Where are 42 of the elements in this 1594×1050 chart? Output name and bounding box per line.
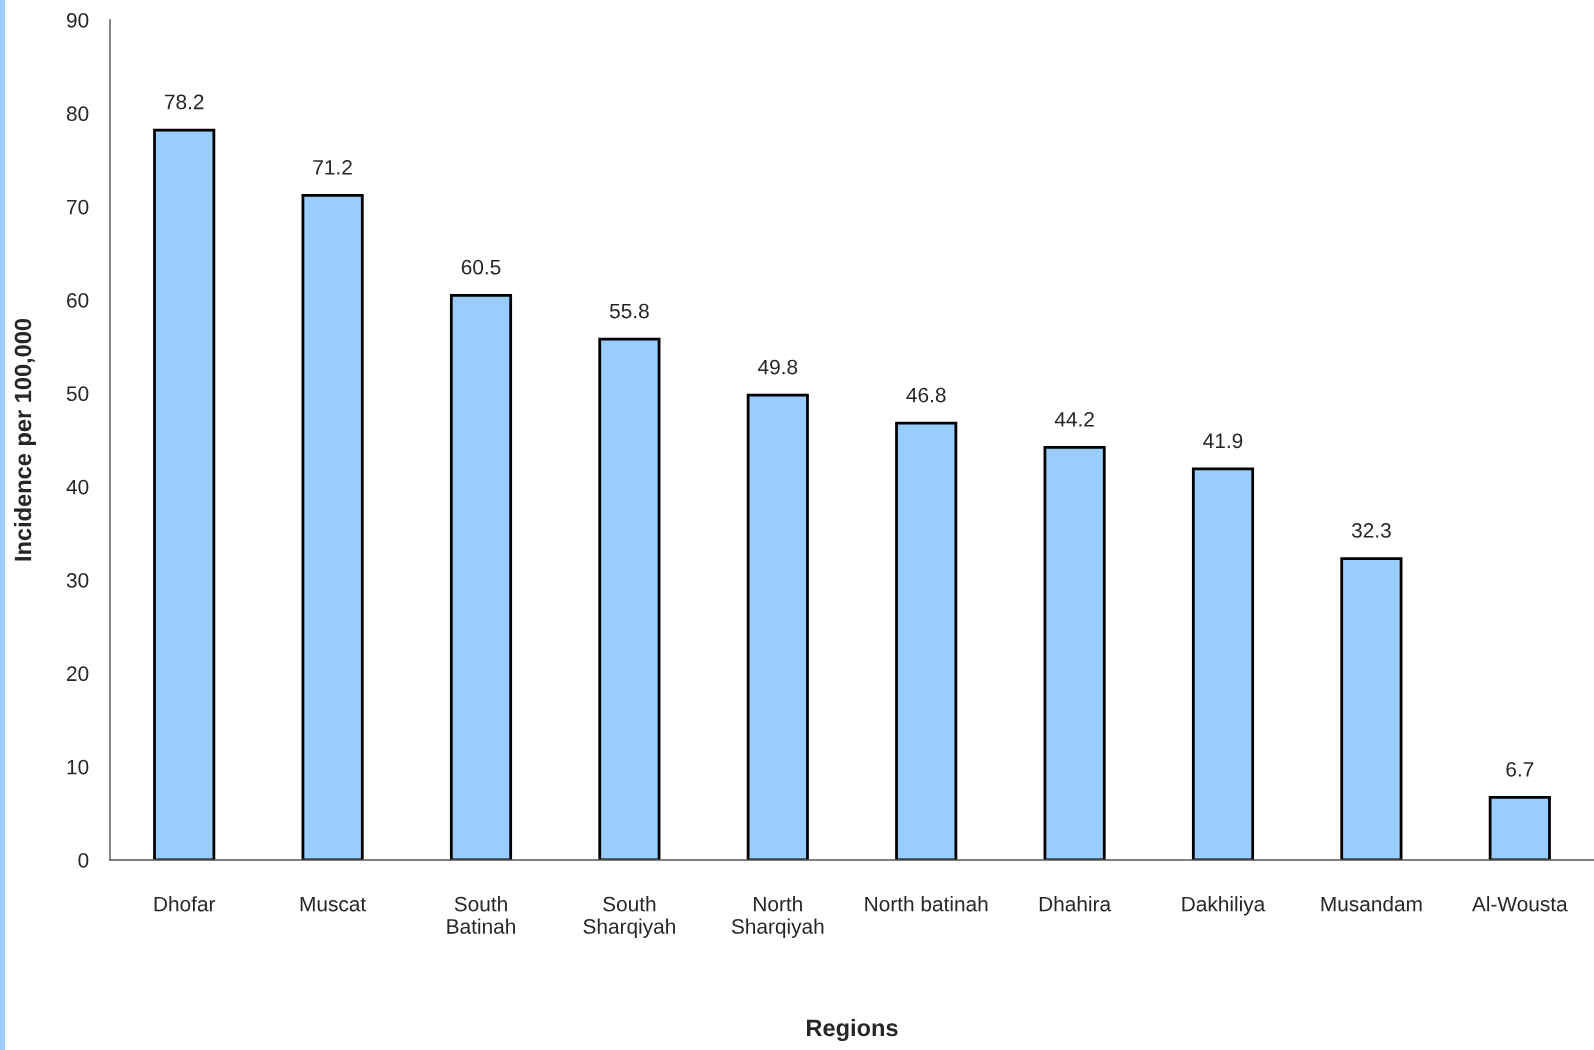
y-tick-label: 60 xyxy=(67,293,89,308)
x-tick-label: South Sharqiyah xyxy=(583,896,675,938)
y-tick-label: 40 xyxy=(66,479,89,495)
y-axis-title: Incidence per 100,000 xyxy=(14,318,36,561)
bar xyxy=(449,293,513,860)
y-tick-label: 10 xyxy=(67,759,89,775)
x-tick-label: Dhofar xyxy=(154,896,216,912)
data-label: 44.2 xyxy=(1054,411,1094,427)
data-label: 41.9 xyxy=(1203,433,1243,449)
x-tick-label: South Batinah xyxy=(447,896,515,934)
x-tick-label: North batinah xyxy=(865,896,988,912)
data-label: 32.3 xyxy=(1351,523,1391,538)
y-tick-label: 70 xyxy=(67,199,89,215)
bar xyxy=(1340,557,1403,860)
data-label: 78.2 xyxy=(165,94,204,110)
y-tick-label: 90 xyxy=(66,13,89,28)
bar xyxy=(1043,446,1106,860)
data-label: 71.2 xyxy=(313,159,352,175)
bar xyxy=(153,128,216,860)
x-tick-label: North Sharqiyah xyxy=(731,896,824,938)
bar xyxy=(1488,796,1551,860)
x-tick-label: Al-Wousta xyxy=(1471,896,1568,912)
x-axis-title: Regions xyxy=(807,1018,898,1042)
y-tick-label: 20 xyxy=(67,666,89,682)
y-tick-label: 50 xyxy=(66,386,89,402)
data-label: 55.8 xyxy=(609,303,649,319)
x-tick-label: Dhahira xyxy=(1039,896,1112,912)
data-label: 49.8 xyxy=(758,359,798,375)
bar xyxy=(301,194,364,860)
y-tick-label: 30 xyxy=(66,573,89,588)
x-tick-label: Muscat xyxy=(300,896,367,912)
x-tick-label: Dakhiliya xyxy=(1182,896,1266,916)
data-label: 6.7 xyxy=(1506,761,1534,777)
y-tick-label: 0 xyxy=(78,853,89,868)
y-tick-label: 80 xyxy=(66,106,89,122)
data-label: 46.8 xyxy=(906,387,946,403)
data-label: 60.5 xyxy=(461,259,501,275)
bar xyxy=(598,337,661,860)
x-tick-label: Musandam xyxy=(1321,896,1422,912)
bar xyxy=(746,393,809,860)
bar xyxy=(1191,467,1255,860)
bar xyxy=(895,421,958,860)
